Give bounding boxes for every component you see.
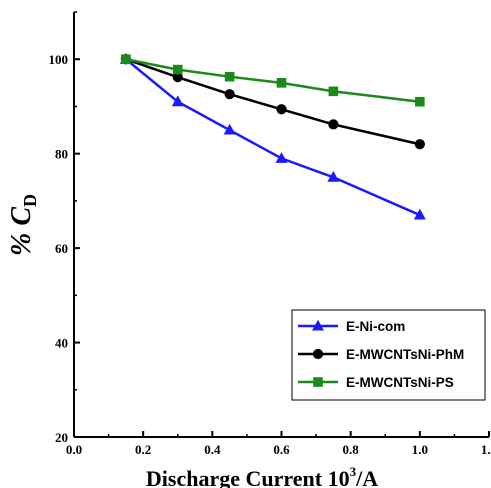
data-point <box>224 71 235 82</box>
x-tick-label: 0.2 <box>135 442 151 457</box>
y-tick-label: 20 <box>55 430 68 445</box>
data-point <box>276 78 287 88</box>
legend-marker <box>312 319 324 331</box>
x-axis-title: Discharge Current 103/A <box>146 464 378 488</box>
data-point <box>415 96 425 107</box>
legend-label: E-MWCNTsNi-PS <box>346 375 454 390</box>
data-point <box>121 54 131 65</box>
data-point <box>327 170 340 182</box>
data-point <box>328 86 339 97</box>
data-point <box>224 89 235 100</box>
legend: E-Ni-com E-MWCNTsNi-PhM E-MWCNTsNi-PS <box>291 309 486 401</box>
x-tick-label: 0.0 <box>66 442 82 457</box>
data-point <box>171 95 184 107</box>
x-tick-label: 1.2 <box>481 442 491 457</box>
series-E-MWCNTsNi-PS <box>121 54 425 107</box>
y-axis-title-sub: D <box>20 194 40 207</box>
y-tick-label: 60 <box>55 241 68 256</box>
series-line <box>125 58 421 146</box>
data-point <box>172 72 183 83</box>
x-axis-title-sup: 3 <box>350 464 357 479</box>
legend-item: E-MWCNTsNi-PhM <box>298 347 464 362</box>
data-point <box>276 104 287 115</box>
legend-item: E-Ni-com <box>298 319 405 334</box>
legend-label: E-MWCNTsNi-PhM <box>346 347 464 362</box>
series-line <box>125 57 420 103</box>
data-point <box>275 152 288 163</box>
legend-item: E-MWCNTsNi-PS <box>298 375 454 390</box>
data-point <box>414 139 425 150</box>
axes: 0.0 0.2 0.4 0.6 0.8 1.0 1.2 20 40 60 80 100 <box>49 11 491 457</box>
x-axis-title-unit: /A <box>355 466 378 488</box>
data-point <box>223 123 236 135</box>
x-tick-label: 1.0 <box>412 442 428 457</box>
y-tick-label: 80 <box>55 147 68 162</box>
y-tick-label: 100 <box>49 52 69 67</box>
data-point <box>328 119 339 130</box>
series-line <box>125 58 421 217</box>
data-point <box>413 208 426 220</box>
legend-label: E-Ni-com <box>346 319 405 334</box>
y-axis-title: % CD <box>6 194 40 256</box>
plot-area <box>119 52 426 220</box>
series-E-MWCNTsNi-PhM <box>120 54 425 150</box>
data-point <box>172 64 183 75</box>
x-tick-label: 0.4 <box>204 442 221 457</box>
legend-marker <box>312 348 324 360</box>
y-tick-label: 40 <box>55 336 68 351</box>
x-tick-label: 0.8 <box>343 442 360 457</box>
x-tick-label: 0.6 <box>273 442 290 457</box>
legend-marker <box>313 377 323 387</box>
